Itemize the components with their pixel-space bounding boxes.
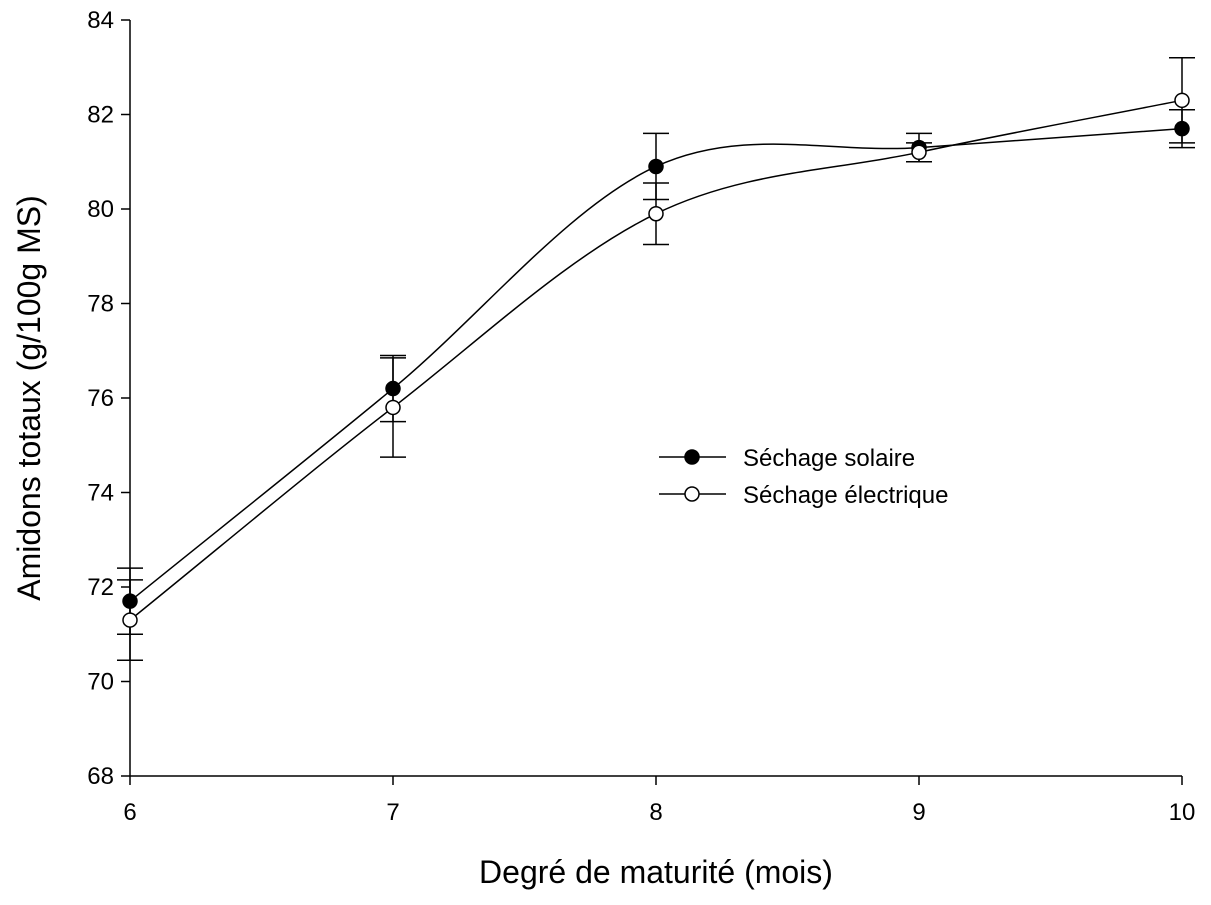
data-point-1 [385,399,401,416]
legend-item-solar: Séchage solaire [659,445,915,472]
y-tick-label: 76 [87,385,114,412]
x-tick-label: 10 [1169,799,1196,826]
legend-label-electric: Séchage électrique [743,482,948,509]
y-tick-label: 84 [87,7,114,34]
y-tick-label: 74 [87,480,114,507]
x-axis-title: Degré de maturité (mois) [479,854,833,890]
x-tick-label: 8 [649,799,662,826]
legend-label-solar: Séchage solaire [743,445,915,472]
legend-marker-electric [684,486,700,502]
data-point-0 [385,380,401,397]
data-point-0 [648,158,664,175]
y-tick-label: 68 [87,763,114,790]
legend: Séchage solaire Séchage électrique [659,445,948,509]
legend-marker-solar [684,449,700,465]
x-tick-label: 6 [123,799,136,826]
series-line-0 [129,127,1183,602]
y-tick-label: 78 [87,291,114,318]
data-point-0 [122,593,138,609]
y-tick-label: 72 [87,574,114,601]
y-tick-label: 82 [87,102,114,129]
series-markers [122,92,1190,628]
x-tick-label: 9 [912,799,925,826]
y-tick-label: 80 [87,196,114,223]
y-tick-label: 70 [87,669,114,696]
y-axis-title: Amidons totaux (g/100g MS) [11,195,47,601]
data-point-1 [122,612,138,628]
series-curves [129,99,1183,621]
data-point-1 [911,144,927,161]
data-point-1 [648,205,664,222]
data-point-1 [1174,92,1190,109]
series-line-1 [129,99,1183,621]
data-point-0 [1174,120,1190,137]
error-bars [117,57,1195,661]
x-tick-label: 7 [386,799,399,826]
legend-item-electric: Séchage électrique [659,482,948,509]
